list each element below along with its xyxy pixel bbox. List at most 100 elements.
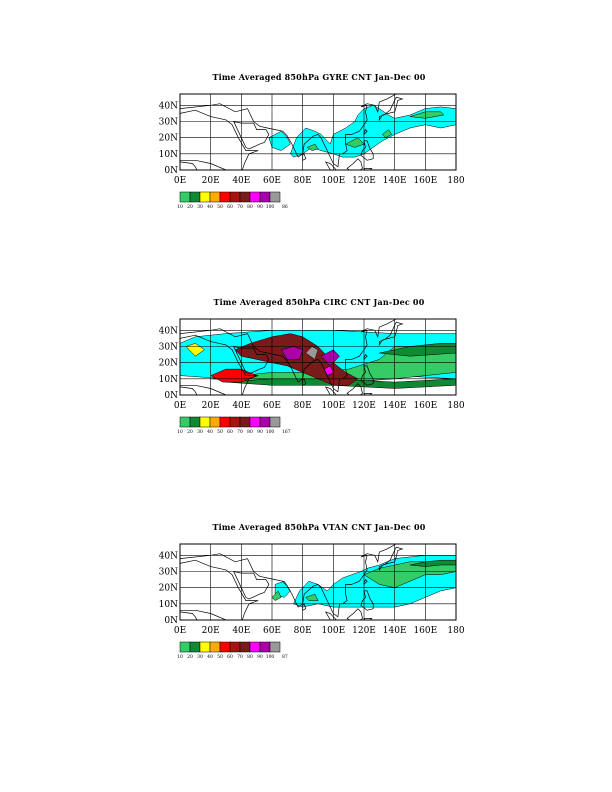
legend-label: 40 (207, 654, 213, 660)
legend-label: 10 (177, 204, 183, 210)
x-tick-label: 160E (413, 176, 437, 186)
legend-swatch (229, 416, 241, 428)
x-tick-label: 20E (202, 176, 220, 186)
y-tick-label: 20N (159, 134, 178, 144)
x-tick-label: 120E (352, 176, 376, 186)
coastline (346, 383, 363, 395)
legend-swatch (179, 416, 191, 428)
y-tick-label: 20N (159, 584, 178, 594)
y-tick-label: 30N (159, 342, 178, 352)
legend-label: 100 (266, 204, 275, 210)
x-tick-label: 20E (202, 401, 220, 411)
legend-label: 100 (266, 654, 275, 660)
legend-swatch (249, 641, 261, 653)
x-tick-label: 120E (352, 626, 376, 636)
legend-label: 30 (197, 654, 203, 660)
chart-panel-gyre: Time Averaged 850hPa GYRE CNT Jan-Dec 00… (0, 72, 612, 272)
x-tick-label: 100E (321, 626, 345, 636)
chart-svg: 0E 20E 40E 60E 80E 100E 120E 140E 160E 180 0N 10N 20… (159, 543, 465, 660)
x-tick-label: 160E (413, 626, 437, 636)
legend-label: 80 (247, 654, 253, 660)
legend-label: 60 (227, 654, 233, 660)
coastline (180, 611, 198, 620)
legend-swatch (269, 416, 281, 428)
contour-fill (409, 559, 456, 567)
chart-svg: 0E 20E 40E 60E 80E 100E 120E 140E 160E 180 0N 10N 20… (159, 93, 465, 210)
legend-swatch (269, 641, 281, 653)
legend-swatch (199, 416, 211, 428)
chart-title: Time Averaged 850hPa VTAN CNT Jan-Dec 00 (212, 522, 426, 532)
legend-label: 40 (207, 204, 213, 210)
y-tick-label: 30N (159, 117, 178, 127)
coastline (180, 319, 397, 393)
chart-title: Time Averaged 850hPa CIRC CNT Jan-Dec 00 (213, 297, 425, 307)
contour-fill (306, 143, 319, 151)
x-tick-label: 180 (447, 626, 464, 636)
legend-end-label: 167 (282, 429, 291, 435)
legend-label: 50 (217, 654, 223, 660)
legend-label: 50 (217, 204, 223, 210)
legend-swatch (219, 641, 231, 653)
legend-label: 60 (227, 429, 233, 435)
y-tick-label: 0N (164, 616, 178, 626)
chart-svg: 0E 20E 40E 60E 80E 100E 120E 140E 160E 180 0N 10N 20… (159, 318, 465, 435)
y-tick-label: 10N (159, 600, 178, 610)
legend-label: 90 (257, 654, 263, 660)
coastline (363, 618, 373, 620)
x-tick-label: 80E (294, 401, 312, 411)
legend-swatch (189, 416, 201, 428)
legend-swatch (239, 416, 251, 428)
legend-label: 90 (257, 204, 263, 210)
legend-label: 80 (247, 204, 253, 210)
x-tick-label: 20E (202, 626, 220, 636)
legend-swatch (199, 191, 211, 203)
coastline (346, 158, 363, 170)
x-tick-label: 180 (447, 176, 464, 186)
y-tick-label: 10N (159, 150, 178, 160)
x-tick-label: 160E (413, 401, 437, 411)
legend-label: 10 (177, 654, 183, 660)
x-tick-label: 120E (352, 401, 376, 411)
contour-fill (280, 346, 304, 360)
legend-swatch (239, 191, 251, 203)
coastline (324, 386, 337, 395)
legend-label: 30 (197, 429, 203, 435)
legend-swatch (269, 191, 281, 203)
coastline (180, 386, 198, 395)
x-tick-label: 0E (174, 176, 186, 186)
y-tick-label: 30N (159, 567, 178, 577)
x-tick-label: 60E (263, 176, 281, 186)
plot-frame (179, 318, 457, 396)
legend-swatch (209, 191, 221, 203)
legend-label: 100 (266, 429, 275, 435)
y-tick-label: 10N (159, 375, 178, 385)
legend-label: 20 (187, 204, 193, 210)
legend-label: 60 (227, 204, 233, 210)
legend-end-label: 87 (282, 654, 288, 660)
contour-fill (271, 590, 282, 601)
coastline (378, 321, 404, 347)
legend-label: 10 (177, 429, 183, 435)
contour-fill (409, 111, 445, 119)
x-tick-label: 140E (383, 176, 407, 186)
coastline (324, 611, 337, 620)
legend-label: 70 (237, 204, 243, 210)
x-tick-label: 140E (383, 401, 407, 411)
legend-label: 90 (257, 429, 263, 435)
legend-label: 20 (187, 654, 193, 660)
x-tick-label: 140E (383, 626, 407, 636)
x-tick-label: 0E (174, 401, 186, 411)
x-tick-label: 80E (294, 626, 312, 636)
x-tick-label: 60E (263, 626, 281, 636)
x-tick-label: 180 (447, 401, 464, 411)
legend-label: 80 (247, 429, 253, 435)
legend-label: 50 (217, 429, 223, 435)
y-tick-label: 20N (159, 359, 178, 369)
contour-fill (363, 561, 456, 588)
contour-fill (382, 129, 392, 139)
y-tick-label: 0N (164, 391, 178, 401)
y-tick-label: 40N (159, 551, 178, 561)
coastline (346, 608, 363, 620)
x-tick-label: 40E (232, 176, 250, 186)
legend-label: 40 (207, 429, 213, 435)
